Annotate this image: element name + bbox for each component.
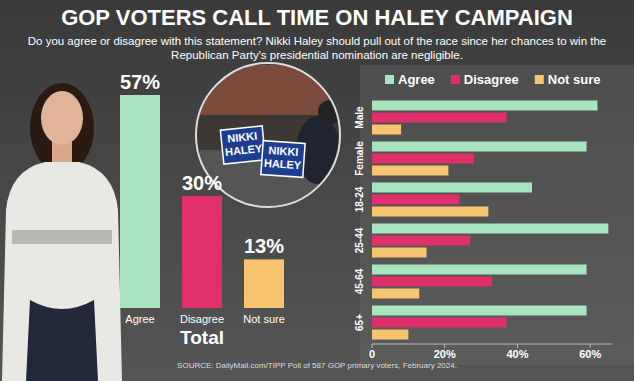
sign	[261, 141, 305, 178]
sign-text: NIKKI HALEY	[261, 144, 305, 173]
bg-photo	[360, 65, 634, 365]
tick-label: 18-24	[354, 186, 365, 212]
bar	[372, 183, 532, 193]
bar	[372, 306, 587, 316]
bar	[372, 195, 459, 205]
bar	[372, 265, 587, 275]
hair	[30, 83, 94, 173]
bars	[120, 95, 284, 308]
bar	[372, 142, 587, 152]
legend-swatch	[535, 75, 544, 84]
tick-label: 45-64	[354, 268, 365, 294]
bar	[372, 113, 507, 123]
tick-label: Female	[354, 141, 365, 176]
bar	[372, 277, 492, 287]
bar	[372, 289, 419, 299]
legend-label: Disagree	[464, 72, 519, 87]
tick-label: Male	[354, 106, 365, 129]
legend-swatch	[385, 75, 394, 84]
sweater	[2, 162, 122, 381]
tick-label: 40%	[506, 348, 528, 360]
tick-label: 60%	[579, 348, 601, 360]
sign	[220, 126, 265, 164]
bar	[244, 259, 284, 308]
tick-label: 25-44	[354, 227, 365, 253]
bar	[372, 224, 608, 234]
bar	[120, 95, 160, 308]
bar	[372, 207, 488, 217]
sweater-pattern	[12, 230, 112, 244]
subtitle: Do you agree or disagree with this state…	[8, 34, 626, 62]
source: SOURCE: DailyMail.com/TIPP Poll of 587 G…	[0, 361, 634, 371]
bar	[372, 125, 401, 135]
sign-text: NIKKI HALEY	[221, 129, 265, 159]
data-label: 30%	[182, 172, 222, 194]
axis-line	[372, 344, 612, 345]
figure	[2, 83, 122, 381]
legend-label: Not sure	[548, 72, 601, 87]
bar	[372, 154, 474, 164]
bar	[372, 248, 427, 258]
legend-label: Agree	[398, 72, 435, 87]
data-label: 13%	[244, 235, 284, 257]
pants	[26, 300, 98, 381]
bar	[182, 196, 222, 308]
bar	[372, 101, 597, 111]
bar	[372, 236, 470, 246]
infographic: {"title": "GOP VOTERS CALL TIME ON HALEY…	[0, 0, 634, 381]
bar	[372, 166, 448, 176]
background	[0, 0, 634, 381]
title: GOP VOTERS CALL TIME ON HALEY CAMPAIGN	[0, 5, 634, 31]
tick-label: Agree	[125, 313, 154, 325]
tick-label: 20%	[434, 348, 456, 360]
data-label: 57%	[120, 71, 160, 93]
axis-label: Total	[180, 327, 224, 348]
tick-label: 0	[369, 348, 375, 360]
bar	[372, 318, 507, 328]
tick-label: Disagree	[180, 313, 224, 325]
legend-swatch	[451, 75, 460, 84]
bar	[372, 330, 408, 340]
tick-label: 65+	[354, 314, 365, 331]
bars	[372, 101, 608, 340]
tick-label: Not sure	[243, 313, 285, 325]
face	[41, 91, 83, 145]
